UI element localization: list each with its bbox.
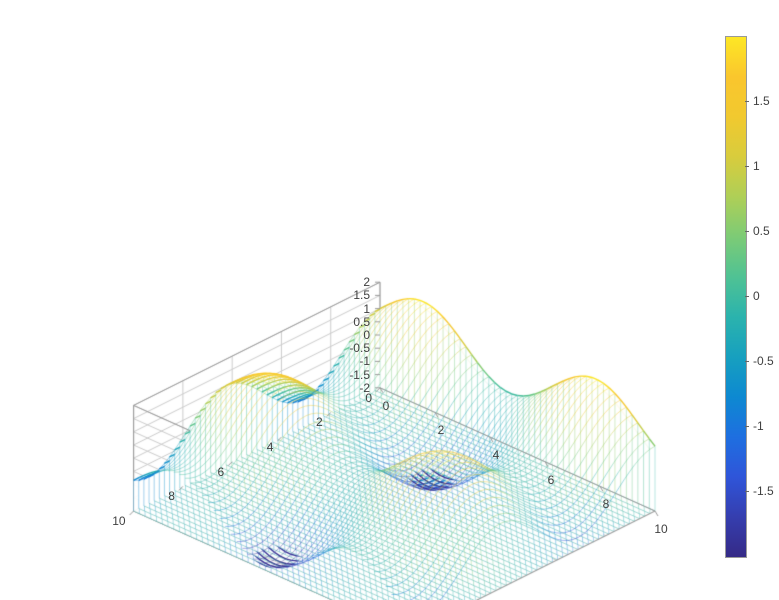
colorbar-tick [745,426,749,427]
colorbar-tick [745,166,749,167]
surface-3d-plot [0,0,779,600]
colorbar [725,36,747,558]
colorbar-tick [745,101,749,102]
colorbar-tick [745,231,749,232]
chart-stage: -2-1.5-1-0.500.511.5202468100246810-1.5-… [0,0,779,600]
colorbar-tick [745,296,749,297]
colorbar-tick [745,361,749,362]
colorbar-tick [745,491,749,492]
